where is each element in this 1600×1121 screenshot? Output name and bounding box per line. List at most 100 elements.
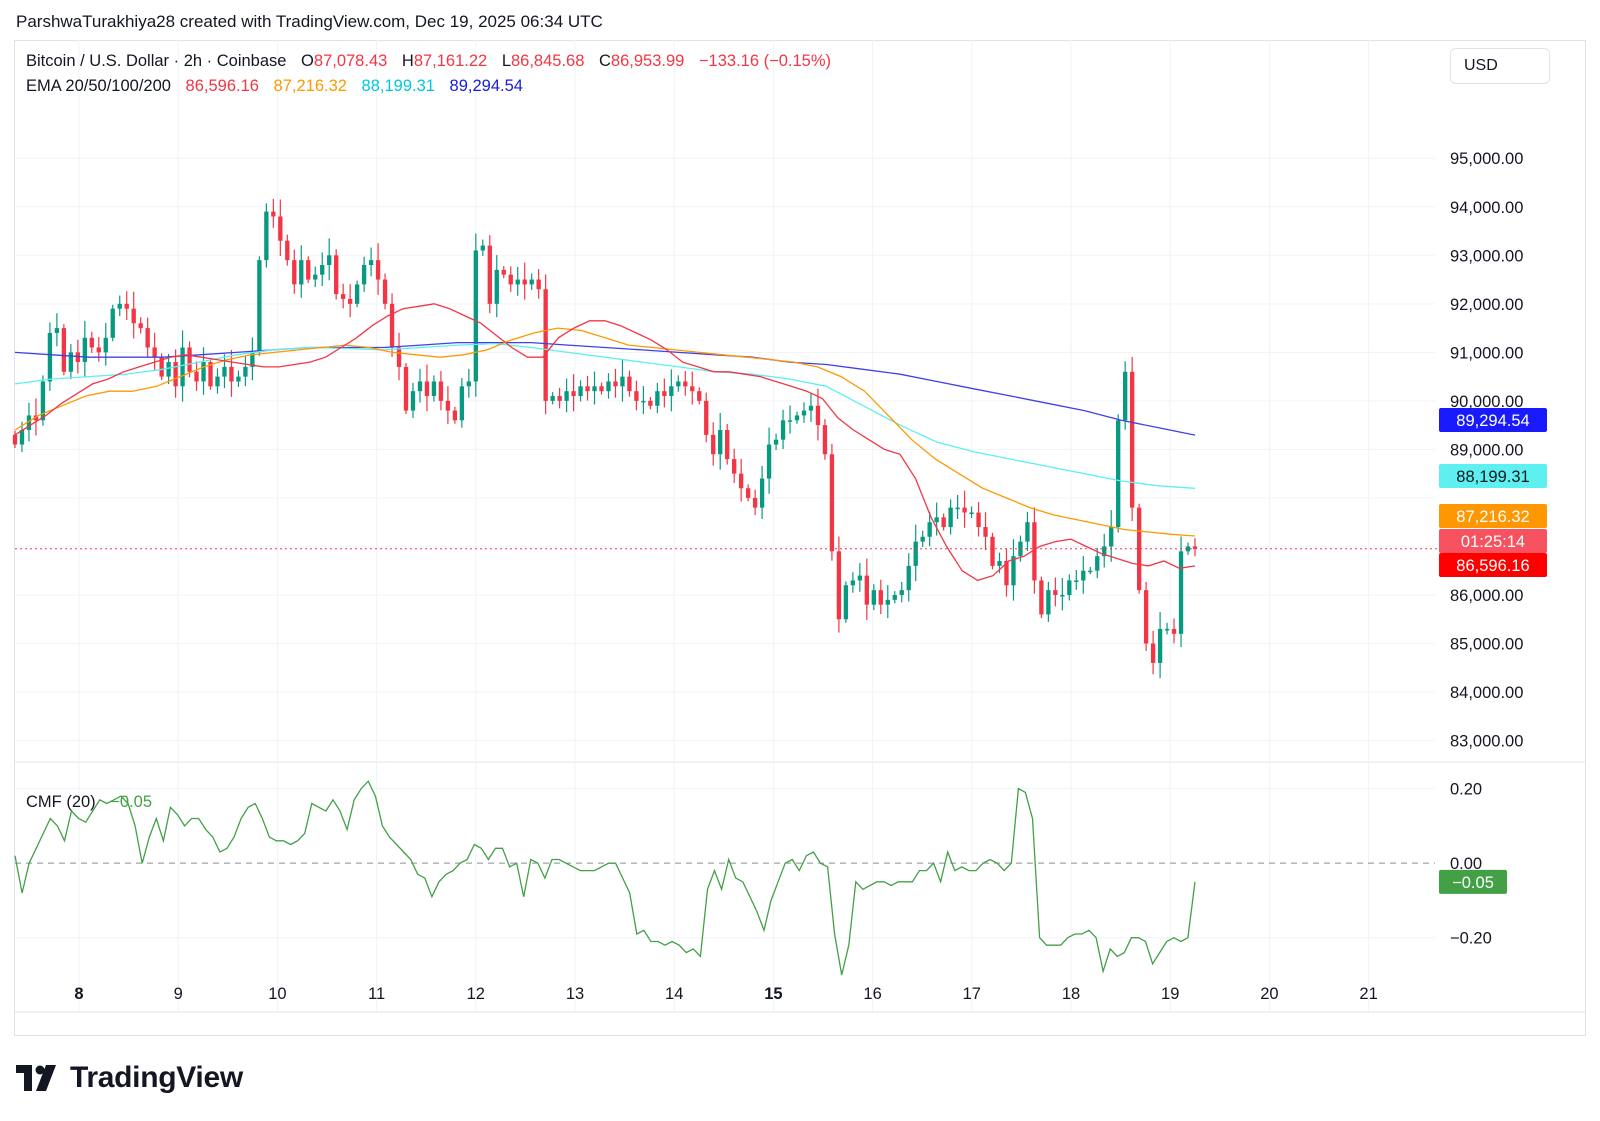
candle-body xyxy=(780,420,786,440)
candle-body xyxy=(201,362,206,382)
price-badge-label: 88,199.31 xyxy=(1456,468,1529,486)
candle-body xyxy=(103,337,108,353)
cmf-value-badge-label: −0.05 xyxy=(1452,874,1494,892)
time-axis-tick-label: 9 xyxy=(174,985,183,1003)
candle-body xyxy=(138,323,143,329)
candle-body xyxy=(529,279,534,285)
candle-body xyxy=(969,512,974,514)
candle-body xyxy=(306,260,311,280)
price-badge xyxy=(1439,504,1547,528)
candle-body xyxy=(1025,522,1030,542)
price-axis-tick-label: 90,000.00 xyxy=(1450,393,1523,411)
candle-body xyxy=(522,279,527,285)
high-value: 87,161.22 xyxy=(413,52,488,70)
candle-body xyxy=(347,298,353,304)
candle-body xyxy=(955,507,960,510)
candle-body xyxy=(718,430,723,455)
candle-body xyxy=(892,595,897,600)
ema100-value: 88,199.31 xyxy=(361,77,435,95)
chart-caption: ParshwaTurakhiya28 created with TradingV… xyxy=(16,12,603,31)
candle-body xyxy=(578,386,583,397)
cmf-label: CMF (20) xyxy=(26,793,96,811)
symbol-title: Bitcoin / U.S. Dollar · 2h · Coinbase xyxy=(26,52,287,70)
price-axis-tick-label: 83,000.00 xyxy=(1450,733,1523,751)
ema-label: EMA 20/50/100/200 xyxy=(26,77,171,95)
candle-body xyxy=(1046,590,1051,615)
candle-body xyxy=(89,337,94,348)
candle-body xyxy=(1143,590,1149,644)
candle-body xyxy=(452,410,458,421)
price-badge xyxy=(1439,464,1547,488)
candle-body xyxy=(920,536,925,542)
candle-body xyxy=(1123,371,1128,421)
close-label: C xyxy=(599,52,611,70)
price-badge xyxy=(1439,529,1547,553)
time-axis-tick-label: 8 xyxy=(74,985,83,1003)
time-axis-tick-label: 15 xyxy=(764,985,782,1003)
candle-body xyxy=(738,473,744,489)
cmf-axis-tick-label: 0.20 xyxy=(1450,781,1482,799)
candle-body xyxy=(704,400,709,435)
candle-body xyxy=(913,541,918,566)
price-badge-label: 86,596.16 xyxy=(1456,557,1529,575)
candle-body xyxy=(1081,570,1086,581)
candle-body xyxy=(375,260,381,280)
candle-body xyxy=(313,274,318,280)
time-axis-tick-label: 14 xyxy=(665,985,683,1003)
candle-body xyxy=(473,250,478,382)
candle-body xyxy=(26,415,32,430)
candle-body xyxy=(466,381,472,387)
candle-body xyxy=(606,381,611,392)
candle-body xyxy=(627,376,632,392)
ema200-line xyxy=(14,341,1196,436)
candle-body xyxy=(899,590,904,595)
brand-name: TradingView xyxy=(70,1061,243,1094)
candle-body xyxy=(459,386,465,421)
cmf-value-badge xyxy=(1439,869,1507,894)
candle-body xyxy=(655,391,660,406)
candle-body xyxy=(850,580,856,586)
candle-body xyxy=(1150,643,1156,663)
candle-body xyxy=(543,289,548,401)
candle-body xyxy=(1004,561,1009,586)
currency-button[interactable]: USD xyxy=(1450,48,1550,84)
candle-body xyxy=(68,352,74,372)
candle-body xyxy=(669,386,674,397)
candle-body xyxy=(159,357,164,377)
candle-body xyxy=(96,347,101,353)
candle-body xyxy=(1192,546,1198,549)
candle-body xyxy=(592,386,597,392)
candle-body xyxy=(990,536,995,566)
candle-body xyxy=(47,332,53,382)
candle-body xyxy=(948,507,953,528)
candle-body xyxy=(19,430,25,445)
candle-body xyxy=(787,420,793,422)
candle-body xyxy=(836,551,842,620)
candle-body xyxy=(927,522,932,537)
candle-body xyxy=(438,381,444,401)
change-value: −133.16 (−0.15%) xyxy=(698,52,832,70)
low-value: 86,845.68 xyxy=(511,52,585,70)
tradingview-logo-icon xyxy=(16,1065,56,1091)
candle-body xyxy=(732,459,737,474)
candle-body xyxy=(794,415,800,421)
candle-body xyxy=(1164,628,1170,631)
ema200-value: 89,294.54 xyxy=(449,77,523,95)
candle-body xyxy=(12,434,18,445)
candle-body xyxy=(808,405,814,411)
time-axis-tick-label: 11 xyxy=(368,985,385,1003)
candle-body xyxy=(843,585,849,620)
candle-body xyxy=(941,517,946,528)
time-axis-tick-label: 17 xyxy=(963,985,981,1003)
candle-body xyxy=(494,269,499,304)
candle-body xyxy=(361,265,367,285)
candle-body xyxy=(54,328,60,333)
candle-body xyxy=(110,308,115,338)
candle-body xyxy=(536,279,541,290)
candle-body xyxy=(557,396,562,401)
price-axis-tick-label: 92,000.00 xyxy=(1450,296,1523,314)
candle-body xyxy=(1032,522,1037,581)
time-axis-tick-label: 12 xyxy=(467,985,485,1003)
candle-body xyxy=(759,478,765,508)
